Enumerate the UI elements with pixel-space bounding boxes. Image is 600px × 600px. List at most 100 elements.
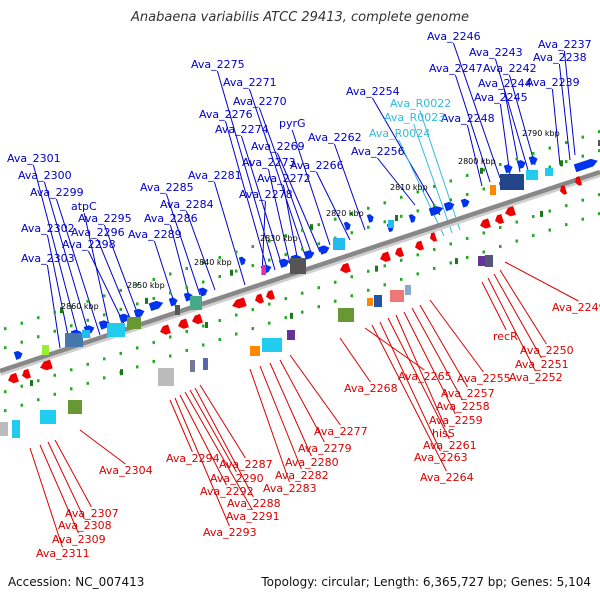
lane-dot bbox=[317, 305, 320, 309]
reverse-gene-leader-line bbox=[47, 441, 85, 520]
reverse-gene-leader-line bbox=[269, 362, 312, 457]
forward-gene-leader-line bbox=[499, 103, 511, 176]
reverse-gene-arrow bbox=[415, 240, 425, 251]
lane-dot bbox=[565, 223, 568, 227]
reverse-gene-label: Ava_2287 bbox=[219, 458, 273, 471]
lane-dot bbox=[37, 335, 40, 339]
lane-dot bbox=[53, 392, 56, 396]
lane-dot bbox=[449, 179, 452, 183]
forward-gene-leader-line bbox=[153, 240, 176, 306]
reverse-gene-arrow-shape bbox=[340, 262, 351, 274]
forward-gene-leader-line bbox=[551, 88, 561, 166]
forward-gene-arrow-shape bbox=[366, 214, 374, 223]
lane-dot bbox=[185, 285, 188, 289]
lane-dot bbox=[400, 277, 403, 281]
lane-dot bbox=[103, 313, 106, 317]
lane-dot bbox=[235, 313, 238, 317]
lane-dot bbox=[367, 225, 370, 229]
reverse-gene-leader-line bbox=[387, 317, 450, 440]
lane-dot bbox=[383, 201, 386, 205]
reverse-gene-label: Ava_2290 bbox=[210, 472, 264, 485]
forward-gene-leader-line bbox=[276, 152, 321, 253]
lane-dot bbox=[284, 253, 287, 257]
lane-dot bbox=[20, 340, 23, 344]
lane-dot bbox=[515, 157, 518, 161]
lane-dot bbox=[482, 250, 485, 254]
forward-gene-leader-line bbox=[248, 88, 307, 259]
forward-gene-arrow-shape bbox=[528, 156, 538, 166]
reverse-gene-arrow bbox=[255, 293, 265, 304]
lane-dot bbox=[202, 261, 205, 265]
forward-gene-leader-line bbox=[240, 135, 283, 267]
lane-tick bbox=[120, 369, 123, 376]
reverse-gene-label: Ava_2265 bbox=[398, 370, 452, 383]
lane-dot bbox=[449, 261, 452, 265]
reverse-gene-label: Ava_2252 bbox=[509, 371, 563, 384]
forward-gene-label: Ava_2246 bbox=[427, 30, 481, 43]
lane-dot bbox=[86, 318, 89, 322]
feature-box bbox=[190, 296, 202, 310]
forward-gene-leader-line bbox=[165, 193, 201, 296]
lane-tick bbox=[290, 312, 293, 319]
lane-dot bbox=[350, 212, 353, 216]
reverse-gene-leader-line bbox=[419, 304, 468, 388]
feature-box bbox=[478, 256, 488, 266]
reverse-gene-leader-line bbox=[169, 399, 193, 453]
lane-dot bbox=[433, 266, 436, 270]
forward-gene-label: Ava_2262 bbox=[308, 131, 362, 144]
lane-dot bbox=[581, 198, 584, 202]
forward-gene-leader-line bbox=[261, 200, 266, 276]
lane-dot bbox=[598, 149, 600, 153]
feature-box bbox=[65, 333, 83, 347]
lane-dot bbox=[86, 362, 89, 366]
forward-gene-label: Ava_2242 bbox=[483, 62, 537, 75]
lane-dot bbox=[301, 291, 304, 295]
forward-gene-leader-line bbox=[32, 164, 81, 343]
forward-gene-arrow-shape bbox=[133, 308, 145, 319]
reverse-gene-leader-line bbox=[54, 439, 92, 508]
feature-box bbox=[175, 305, 180, 315]
lane-tick bbox=[455, 258, 458, 265]
lane-dot bbox=[400, 214, 403, 218]
forward-gene-leader-line bbox=[508, 74, 536, 166]
forward-gene-arrow bbox=[528, 156, 538, 166]
reverse-gene-arrow bbox=[22, 368, 32, 379]
lane-dot bbox=[532, 234, 535, 238]
feature-box bbox=[290, 258, 306, 274]
lane-dot bbox=[53, 373, 56, 377]
lane-dot bbox=[268, 258, 271, 262]
lane-tick bbox=[205, 322, 208, 329]
lane-dot bbox=[103, 376, 106, 380]
forward-gene-label: Ava_2284 bbox=[160, 198, 214, 211]
reverse-gene-arrow bbox=[178, 318, 189, 329]
reverse-gene-label: Ava_2283 bbox=[263, 482, 317, 495]
forward-gene-label: Ava_2248 bbox=[441, 112, 495, 125]
forward-gene-label: Ava_2298 bbox=[62, 238, 116, 251]
lane-dot bbox=[548, 228, 551, 232]
forward-gene-arrow-shape bbox=[503, 164, 513, 174]
lane-dot bbox=[499, 244, 502, 248]
tick-label: 2810 kbp bbox=[390, 183, 428, 192]
forward-gene-label: Ava_2271 bbox=[223, 76, 277, 89]
feature-box bbox=[388, 220, 394, 228]
reverse-gene-leader-line bbox=[481, 281, 507, 331]
reverse-gene-leader-line bbox=[189, 389, 237, 473]
lane-tick bbox=[375, 265, 378, 272]
reverse-gene-leader-line bbox=[79, 429, 126, 465]
lane-dot bbox=[416, 253, 419, 257]
lane-dot bbox=[251, 327, 254, 331]
reverse-gene-arrow-shape bbox=[160, 324, 171, 335]
forward-gene-leader-line bbox=[103, 224, 141, 321]
feature-box bbox=[250, 346, 260, 356]
feature-box bbox=[82, 330, 90, 338]
feature-box bbox=[333, 238, 345, 250]
lane-dot bbox=[4, 409, 7, 413]
reverse-gene-arrow-shape bbox=[266, 289, 276, 300]
reverse-gene-arrow bbox=[160, 324, 171, 335]
reverse-gene-leader-line bbox=[184, 391, 253, 511]
forward-gene-arrow-shape bbox=[98, 320, 110, 330]
forward-gene-arrow bbox=[460, 198, 470, 208]
lane-dot bbox=[383, 283, 386, 287]
lane-dot bbox=[70, 387, 73, 391]
